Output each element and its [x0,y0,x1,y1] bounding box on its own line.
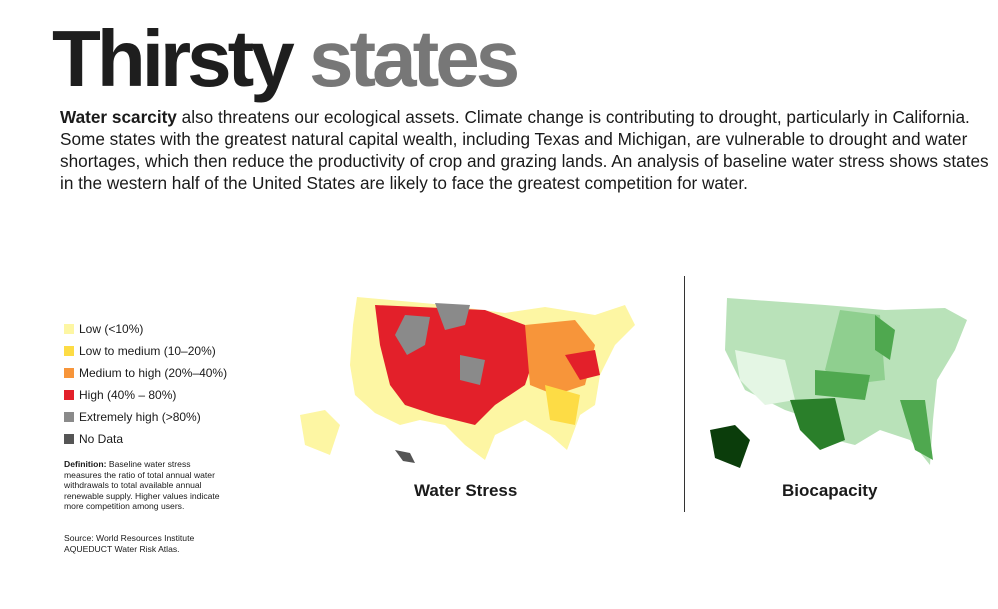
legend-label: Medium to high (20%–40%) [79,366,228,380]
region-southeast [900,400,933,460]
divider [684,276,685,512]
region-high-east [565,350,600,380]
region-medium [525,320,595,395]
region-west-light [735,350,795,405]
texas [790,398,845,450]
legend-swatch [64,434,74,444]
hawaii [395,450,415,463]
legend-item: Low to medium (10–20%) [64,340,227,362]
water-stress-caption: Water Stress [414,481,518,500]
legend-swatch [64,412,74,422]
legend-label: No Data [79,432,124,446]
legend-swatch [64,390,74,400]
water-stress-map [300,297,635,463]
legend-swatch [64,324,74,334]
legend-swatch [64,346,74,356]
biocapacity-map [710,298,967,468]
legend-label: Low (<10%) [79,322,144,336]
legend-label: Low to medium (10–20%) [79,344,216,358]
region-extreme [395,315,430,355]
page-title: Thirsty states [52,14,520,103]
legend-label: High (40% – 80%) [79,388,177,402]
region-extreme [435,303,470,330]
legend-item: Low (<10%) [64,318,227,340]
intro-paragraph: Water scarcity also threatens our ecolog… [60,107,989,193]
region-extreme [460,355,485,385]
legend: Low (<10%) Low to medium (10–20%) Medium t… [64,318,227,450]
legend-item: High (40% – 80%) [64,384,227,406]
legend-item: No Data [64,428,227,450]
biocapacity-caption: Biocapacity [782,481,878,500]
legend-item: Medium to high (20%–40%) [64,362,227,384]
definition-note: Definition: Baseline water stress measur… [64,459,220,512]
source-note: Source: World Resources Institute AQUEDU… [64,533,195,554]
alaska [300,410,340,455]
legend-item: Extremely high (>80%) [64,406,227,428]
legend-label: Extremely high (>80%) [79,410,201,424]
region-midwest [825,310,885,385]
region-lowmed [545,385,580,425]
alaska [710,425,750,468]
region-michigan [875,315,895,360]
region-plains [815,370,870,400]
legend-swatch [64,368,74,378]
